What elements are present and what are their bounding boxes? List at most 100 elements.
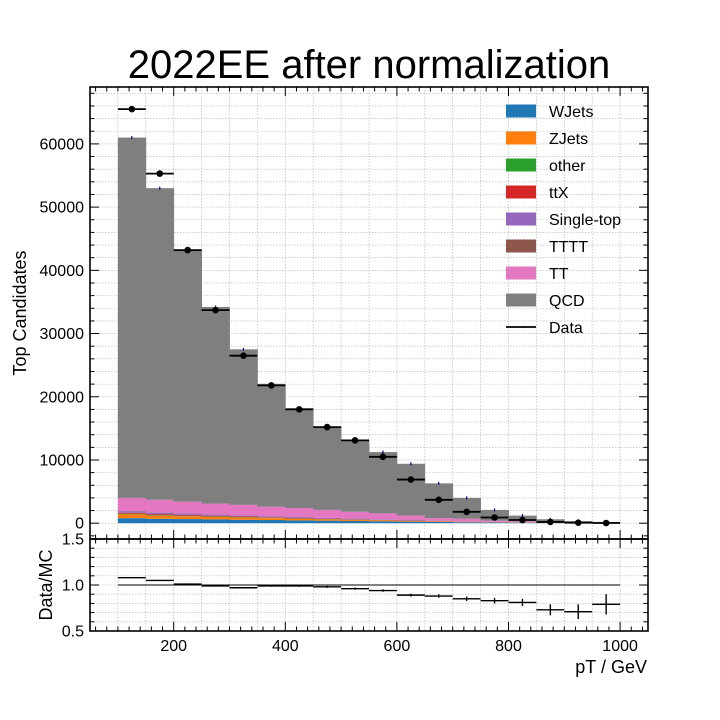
legend-swatch-tt: [506, 266, 536, 280]
bar-zjets: [117, 514, 147, 519]
bar-qcd: [313, 426, 342, 510]
bar-wjets: [313, 520, 342, 524]
bar-qcd: [369, 452, 398, 514]
bar-single-top: [145, 512, 175, 515]
bar-zjets: [369, 520, 398, 522]
data-points: [117, 105, 621, 527]
legend-label: WJets: [549, 104, 593, 121]
legend-swatch-tttt: [506, 239, 536, 253]
bar-qcd: [117, 137, 147, 498]
bar-tt: [313, 509, 342, 518]
bar-zjets: [257, 518, 286, 521]
legend-label: ZJets: [549, 131, 588, 148]
legend: WJetsZJetsotherttXSingle-topTTTTTTQCDDat…: [506, 104, 621, 337]
data-point: [574, 519, 582, 526]
legend-swatch-ttx: [506, 185, 536, 199]
y-tick-label: 40000: [40, 263, 85, 280]
bar-single-top: [341, 518, 370, 520]
bar-wjets: [424, 521, 454, 524]
legend-label: ttX: [549, 185, 569, 202]
bar-zjets: [201, 516, 230, 520]
ratio-axis-label: Data/MC: [36, 549, 56, 620]
legend-label: QCD: [549, 293, 585, 310]
x-tick-label: 600: [384, 638, 411, 655]
bar-other: [145, 515, 175, 516]
bar-tt: [424, 518, 454, 521]
legend-swatch-wjets: [506, 104, 536, 118]
bar-tt: [369, 513, 398, 520]
bar-single-top: [173, 513, 202, 515]
bar-single-top: [313, 517, 342, 519]
bar-wjets: [229, 519, 258, 524]
x-axis-label: pT / GeV: [575, 657, 647, 677]
bar-qcd: [396, 463, 426, 516]
data-point: [184, 246, 191, 254]
ratio-tick-label: 1.0: [62, 578, 84, 595]
bar-zjets: [173, 516, 202, 520]
bar-qcd: [452, 497, 481, 519]
legend-label: Single-top: [549, 212, 621, 229]
ratio-tick-labels: 0.5 1.0 1.5: [62, 532, 84, 641]
legend-label: other: [549, 158, 586, 175]
data-point: [547, 518, 554, 526]
bar-other: [173, 515, 202, 517]
bar-single-top: [229, 515, 258, 517]
data-point: [128, 105, 136, 113]
bar-qcd: [145, 188, 175, 500]
bar-tt: [201, 503, 230, 515]
data-point: [268, 382, 275, 389]
data-point: [351, 437, 359, 444]
data-point: [295, 406, 303, 413]
bar-ttx: [313, 518, 342, 520]
ratio-tick-label: 0.5: [62, 624, 84, 641]
chart-title: 2022EE after normalization: [128, 43, 611, 87]
bar-zjets: [313, 519, 342, 521]
x-tick-label: 200: [160, 638, 187, 655]
bar-tt: [396, 515, 426, 520]
bar-zjets: [396, 520, 426, 522]
bar-wjets: [369, 521, 398, 524]
data-point: [212, 306, 219, 314]
bar-zjets: [424, 521, 454, 522]
legend-swatch-single-top: [506, 212, 536, 226]
legend-label: Data: [549, 320, 583, 337]
bar-tt: [341, 511, 370, 519]
y-axis-label: Top Candidates: [10, 250, 30, 375]
bar-tt: [480, 520, 509, 522]
bar-tt: [285, 508, 314, 518]
ratio-tick-label: 1.5: [62, 532, 84, 549]
x-tick-label: 1000: [602, 638, 638, 655]
data-point: [491, 514, 498, 521]
ratio-ticks: [90, 538, 648, 632]
legend-swatch-other: [506, 158, 536, 172]
legend-label: TT: [549, 266, 569, 283]
data-point: [379, 453, 387, 461]
bar-zjets: [229, 517, 258, 520]
bar-zjets: [145, 515, 175, 519]
bar-ttx: [229, 516, 258, 518]
bar-ttx: [117, 512, 147, 514]
bar-wjets: [145, 518, 175, 524]
bar-single-top: [201, 514, 230, 516]
bar-qcd: [341, 440, 370, 512]
bar-single-top: [285, 517, 314, 518]
bar-ttx: [285, 517, 314, 519]
bar-wjets: [285, 520, 314, 524]
bar-wjets: [201, 519, 230, 524]
bar-tt: [145, 499, 175, 513]
bar-tt: [117, 497, 147, 512]
y-tick-label: 0: [75, 516, 84, 533]
legend-swatch-qcd: [506, 293, 536, 307]
bar-wjets: [341, 520, 370, 524]
data-point: [435, 496, 443, 504]
y-tick-label: 10000: [40, 452, 85, 469]
x-tick-label: 400: [272, 638, 299, 655]
bar-wjets: [480, 522, 509, 524]
data-point: [156, 170, 164, 177]
bar-tt: [452, 518, 481, 522]
y-tick-label: 50000: [40, 200, 85, 217]
y-tick-label: 30000: [40, 326, 85, 343]
bar-qcd: [201, 306, 230, 504]
bar-wjets: [117, 518, 147, 524]
